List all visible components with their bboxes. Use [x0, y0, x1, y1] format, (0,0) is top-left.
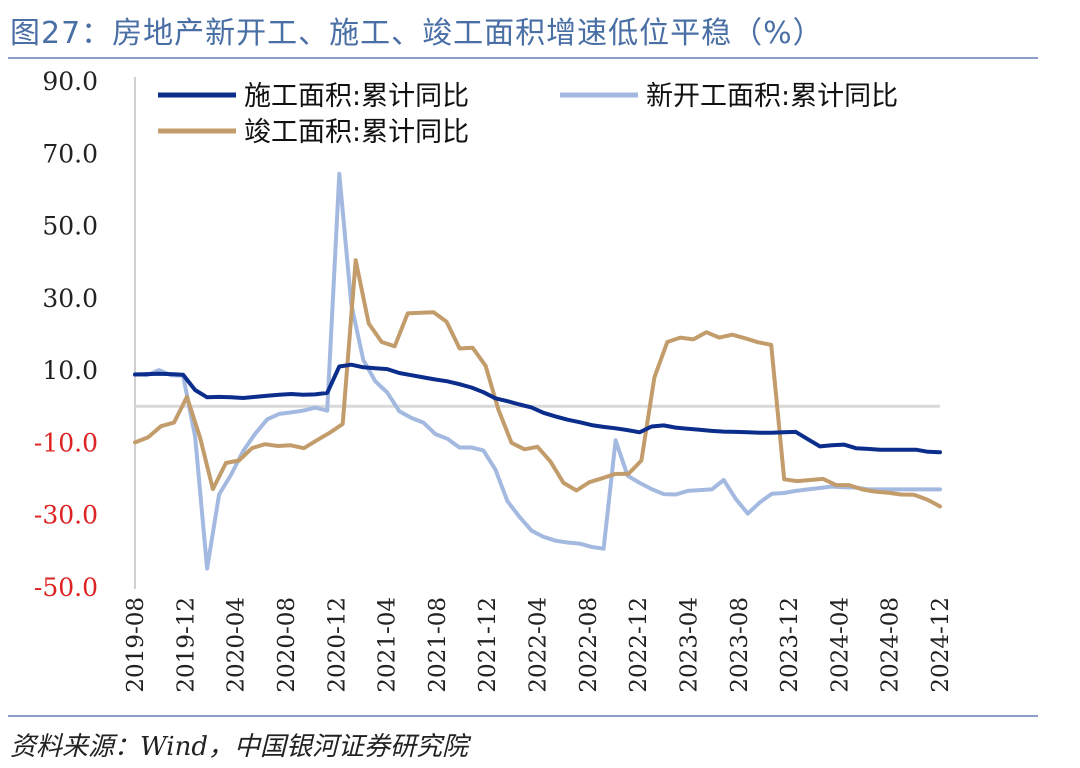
x-tick-label: 2019-08	[123, 597, 149, 693]
line-chart: 90.0 70.0 50.0 30.0 10.0 -10.0 -30.0 -50.0 2019-…	[34, 67, 954, 693]
x-tick-label: 2020-12	[324, 597, 350, 693]
legend-label: 竣工面积:累计同比	[244, 117, 469, 148]
y-tick-label: 90.0	[42, 67, 98, 96]
x-tick-label: 2022-08	[576, 597, 602, 693]
x-tick-label: 2024-08	[878, 597, 904, 693]
series-line-1	[133, 171, 942, 571]
series-line-2	[133, 258, 942, 509]
x-tick-label: 2021-08	[425, 597, 451, 693]
legend-label: 施工面积:累计同比	[244, 81, 469, 112]
y-tick-label: -10.0	[34, 428, 98, 457]
series-line-0	[133, 362, 942, 455]
y-tick-label: -50.0	[34, 573, 98, 602]
x-tick-label: 2024-12	[928, 597, 954, 693]
y-tick-label: 10.0	[42, 356, 98, 385]
x-tick-label: 2023-08	[727, 597, 753, 693]
x-tick-label: 2023-12	[777, 597, 803, 693]
y-tick-label: 70.0	[42, 139, 98, 168]
title-rule	[8, 57, 1038, 59]
y-tick-label: 30.0	[42, 284, 98, 313]
source-rule	[8, 715, 1038, 717]
x-tick-label: 2022-12	[626, 597, 652, 693]
y-tick-label: -30.0	[34, 501, 98, 530]
source-note: 资料来源：Wind，中国银河证券研究院	[10, 732, 468, 762]
legend-label: 新开工面积:累计同比	[646, 81, 898, 112]
x-tick-label: 2020-04	[224, 597, 250, 693]
x-tick-label: 2020-08	[274, 597, 300, 693]
x-tick-label: 2019-12	[173, 597, 199, 693]
y-tick-label: 50.0	[42, 212, 98, 241]
x-tick-label: 2021-04	[375, 597, 401, 693]
x-tick-label: 2021-12	[475, 597, 501, 693]
x-tick-label: 2023-04	[676, 597, 702, 693]
x-tick-label: 2024-04	[827, 597, 853, 693]
plot-area: 90.0 70.0 50.0 30.0 10.0 -10.0 -30.0 -50.0 2019-…	[34, 67, 954, 693]
x-tick-label: 2022-04	[526, 597, 552, 693]
chart-title: 图27：房地产新开工、施工、竣工面积增速低位平稳（%）	[10, 16, 824, 51]
